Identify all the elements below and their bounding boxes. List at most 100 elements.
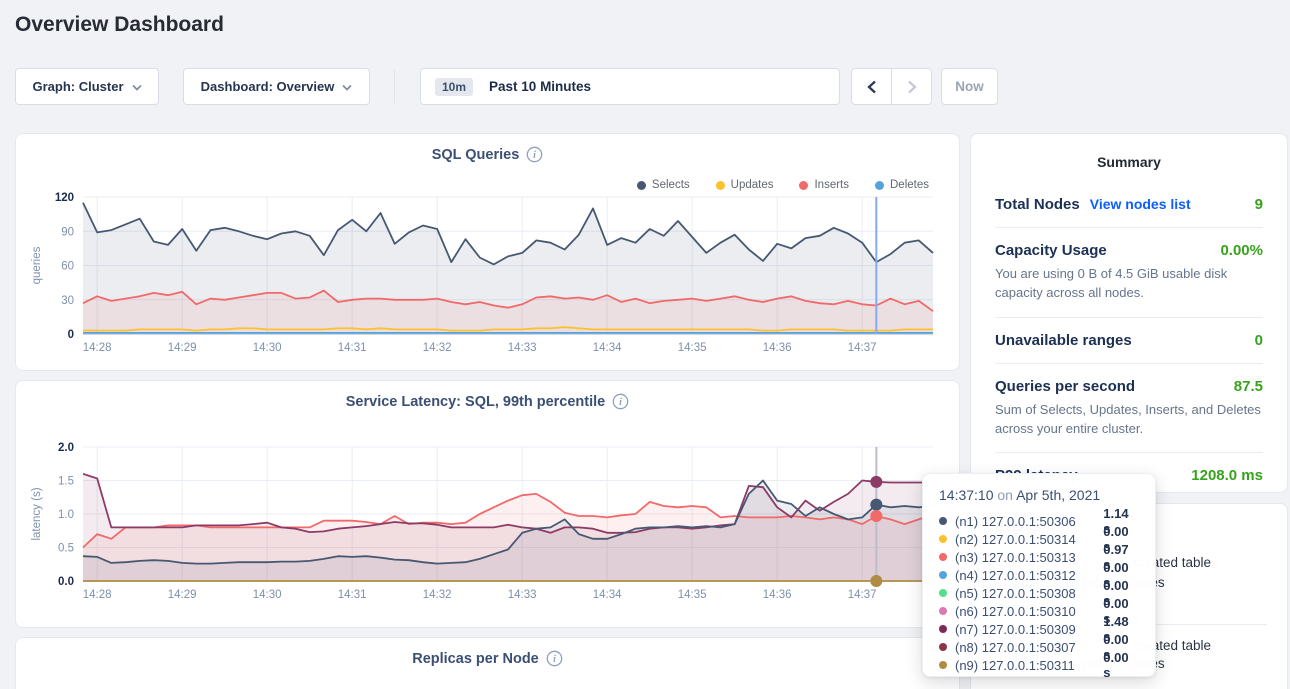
svg-text:14:30: 14:30 — [253, 589, 282, 601]
tooltip-row: (n3) 127.0.0.1:50313 0.97 s — [939, 542, 1139, 572]
series-dot-icon — [939, 643, 947, 651]
tooltip-header: 14:37:10 on Apr 5th, 2021 — [939, 487, 1101, 503]
page-title: Overview Dashboard — [15, 13, 224, 36]
tooltip-node-value: 1.48 s — [1103, 614, 1129, 644]
svg-text:14:29: 14:29 — [168, 342, 197, 354]
view-nodes-list-link[interactable]: View nodes list — [1089, 196, 1191, 212]
stat-queries-per-second: Queries per second 87.5 — [995, 377, 1263, 395]
legend-item-inserts: Inserts — [799, 179, 849, 191]
tooltip-row: (n7) 127.0.0.1:50309 1.48 s — [939, 614, 1139, 644]
svg-text:queries: queries — [31, 246, 43, 284]
tooltip-node-value: 1.14 s — [1103, 506, 1129, 536]
tooltip-row: (n9) 127.0.0.1:50311 0.00 s — [939, 650, 1139, 680]
graph-dropdown-label: Graph: Cluster — [32, 79, 124, 94]
chart-hover-tooltip: 14:37:10 on Apr 5th, 2021 (n1) 127.0.0.1… — [922, 473, 1156, 680]
stat-total-nodes: Total Nodes View nodes list 9 — [995, 196, 1263, 213]
graph-dropdown[interactable]: Graph: Cluster — [15, 68, 159, 105]
tooltip-row: (n8) 127.0.0.1:50307 0.00 s — [939, 632, 1139, 662]
svg-text:14:31: 14:31 — [338, 589, 367, 601]
tooltip-node-value: 0.00 s — [1103, 560, 1129, 590]
svg-text:14:34: 14:34 — [593, 589, 622, 601]
divider — [995, 227, 1263, 228]
info-icon[interactable]: i — [526, 146, 543, 163]
series-dot-icon — [939, 625, 947, 633]
legend-dot — [715, 180, 725, 190]
time-window-arrows — [851, 68, 932, 105]
svg-text:60: 60 — [61, 261, 74, 273]
time-prev-button[interactable] — [852, 69, 892, 104]
svg-text:14:30: 14:30 — [253, 342, 282, 354]
toolbar-divider — [394, 70, 395, 103]
divider — [995, 316, 1263, 318]
series-dot-icon — [939, 571, 947, 579]
svg-text:i: i — [533, 150, 536, 161]
svg-text:i: i — [553, 654, 556, 665]
tooltip-node-value: 0.97 s — [1103, 542, 1129, 572]
tooltip-node-value: 0.00 s — [1103, 632, 1129, 662]
svg-text:14:35: 14:35 — [678, 342, 707, 354]
chevron-down-icon — [131, 79, 142, 94]
divider — [995, 452, 1263, 454]
tooltip-date: Apr 5th, 2021 — [1016, 487, 1101, 503]
tooltip-node-label: (n6) 127.0.0.1:50310 — [955, 603, 1076, 619]
sql-queries-chart-canvas[interactable]: 14:28 14:29 14:30 14:31 14:32 14:33 14:34 14:35… — [16, 134, 960, 371]
stat-description: Sum of Selects, Updates, Inserts, and De… — [995, 401, 1261, 436]
chart-title: SQL Queries i — [16, 146, 959, 163]
svg-text:14:32: 14:32 — [423, 589, 452, 601]
svg-text:14:33: 14:33 — [508, 342, 537, 354]
tooltip-row: (n1) 127.0.0.1:50306 1.14 s — [939, 506, 1139, 536]
svg-text:0: 0 — [68, 329, 74, 341]
svg-text:0.0: 0.0 — [58, 576, 74, 588]
stat-description: You are using 0 B of 4.5 GiB usable disk… — [995, 266, 1228, 300]
series-dot-icon — [939, 589, 947, 597]
svg-text:1.0: 1.0 — [58, 509, 74, 521]
svg-text:14:28: 14:28 — [83, 589, 112, 601]
tooltip-row: (n5) 127.0.0.1:50308 0.00 s — [939, 578, 1139, 608]
tooltip-node-value: 0.00 s — [1103, 578, 1129, 608]
tooltip-node-label: (n2) 127.0.0.1:50314 — [955, 531, 1076, 547]
svg-text:14:29: 14:29 — [168, 589, 197, 601]
tooltip-node-label: (n8) 127.0.0.1:50307 — [955, 639, 1076, 655]
tooltip-row: (n2) 127.0.0.1:50314 0.00 s — [939, 524, 1139, 554]
svg-text:14:37: 14:37 — [848, 589, 877, 601]
dashboard-dropdown[interactable]: Dashboard: Overview — [183, 68, 370, 105]
tooltip-row: (n6) 127.0.0.1:50310 0.00 s — [939, 596, 1139, 626]
stat-value: 9 — [1254, 196, 1263, 213]
time-range-label: Past 10 Minutes — [489, 79, 592, 94]
stat-value: 1208.0 ms — [1191, 467, 1263, 485]
svg-text:14:28: 14:28 — [83, 342, 112, 354]
service-latency-chart-canvas[interactable]: 14:28 14:29 14:30 14:31 14:32 14:33 14:34 14:35… — [16, 381, 960, 628]
info-icon[interactable]: i — [612, 393, 629, 410]
series-dot-icon — [939, 535, 947, 543]
chart-title-text: SQL Queries — [431, 146, 520, 163]
tooltip-node-label: (n9) 127.0.0.1:50311 — [955, 657, 1075, 673]
legend-item-deletes: Deletes — [875, 179, 929, 191]
time-range-dropdown[interactable]: 10m Past 10 Minutes — [420, 68, 840, 105]
chevron-down-icon — [342, 79, 352, 94]
stat-value: 0.00% — [1220, 242, 1263, 259]
chevron-right-icon — [907, 80, 917, 93]
stat-value: 0 — [1254, 331, 1263, 349]
legend-item-updates: Updates — [715, 179, 773, 191]
svg-text:1.5: 1.5 — [58, 476, 74, 488]
tooltip-node-value: 0.00 s — [1103, 650, 1129, 680]
svg-text:14:34: 14:34 — [593, 342, 622, 354]
tooltip-node-label: (n1) 127.0.0.1:50306 — [955, 513, 1076, 529]
series-dot-icon — [939, 607, 947, 615]
tooltip-row: (n4) 127.0.0.1:50312 0.00 s — [939, 560, 1139, 590]
time-range-badge: 10m — [435, 77, 474, 96]
now-button[interactable]: Now — [941, 68, 998, 105]
info-icon[interactable]: i — [546, 650, 563, 667]
chart-title: Service Latency: SQL, 99th percentile i — [16, 393, 959, 410]
summary-title: Summary — [1097, 154, 1161, 170]
svg-text:14:37: 14:37 — [848, 342, 877, 354]
time-next-button[interactable] — [892, 69, 931, 104]
series-dot-icon — [939, 661, 947, 669]
sql-queries-legend: Selects Updates Inserts Deletes — [636, 179, 929, 191]
svg-text:14:36: 14:36 — [763, 342, 792, 354]
tooltip-node-value: 0.00 s — [1103, 524, 1129, 554]
tooltip-node-label: (n3) 127.0.0.1:50313 — [955, 549, 1076, 565]
tooltip-time: 14:37:10 — [939, 487, 994, 503]
legend-dot — [636, 180, 646, 190]
